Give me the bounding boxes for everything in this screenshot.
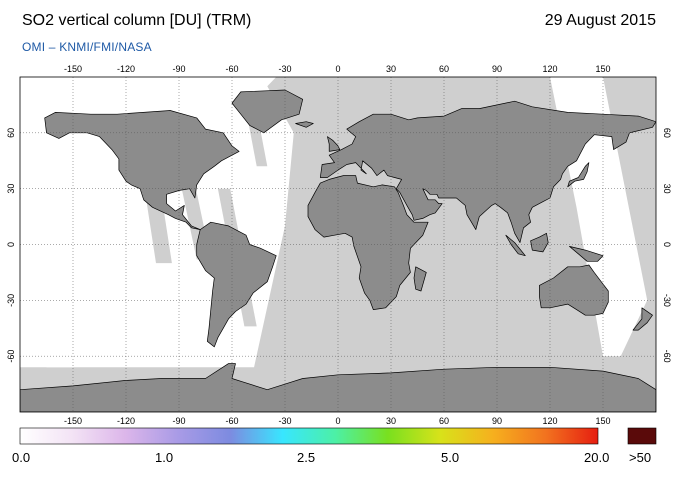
landmass-new-guinea	[569, 246, 604, 262]
landmass-eurasia	[319, 100, 656, 243]
lon-tick-label-top: -150	[64, 64, 82, 74]
lon-tick-label-bottom: 60	[439, 416, 449, 426]
lon-tick-label-bottom: 30	[386, 416, 396, 426]
lon-tick-label-bottom: 120	[542, 416, 557, 426]
lon-tick-label-top: 150	[595, 64, 610, 74]
colorbar-label-4: 20.0	[584, 450, 610, 465]
landmass-japan	[567, 162, 590, 188]
graticule	[20, 77, 656, 412]
lat-tick-label-left: 60	[6, 128, 16, 138]
colorbar-label-3: 5.0	[441, 450, 460, 465]
map-frame	[19, 76, 657, 413]
data-source: OMI – KNMI/FMI/NASA	[22, 40, 152, 54]
lon-tick-label-top: -60	[225, 64, 238, 74]
landmass-borneo	[530, 232, 549, 253]
lon-tick-label-bottom: 150	[595, 416, 610, 426]
lon-tick-label-bottom: 0	[335, 416, 340, 426]
lat-tick-label-left: 0	[6, 242, 16, 247]
colorbar-overflow-label: >50	[629, 450, 652, 465]
lon-tick-label-bottom: 90	[492, 416, 502, 426]
lon-tick-label-top: -120	[117, 64, 135, 74]
lon-tick-label-bottom: -150	[64, 416, 82, 426]
lat-tick-label-right: 60	[662, 128, 672, 138]
landmass-australia	[539, 264, 609, 316]
map-date: 29 August 2015	[544, 12, 656, 29]
lon-tick-label-top: 90	[492, 64, 502, 74]
map-title: SO2 vertical column [DU] (TRM)	[22, 12, 252, 29]
lat-tick-label-right: -30	[662, 294, 672, 307]
lat-tick-label-left: -30	[6, 294, 16, 307]
landmass-sumatra	[505, 234, 526, 257]
lon-tick-label-bottom: -120	[117, 416, 135, 426]
observed-swath	[20, 77, 73, 368]
colorbar-label-1: 1.0	[155, 450, 174, 465]
lon-tick-label-top: 30	[386, 64, 396, 74]
lon-tick-label-top: -90	[172, 64, 185, 74]
colorbar-label-0: 0.0	[12, 450, 31, 465]
lon-tick-label-top: -30	[278, 64, 291, 74]
colorbar-overflow-swatch	[627, 427, 657, 445]
lon-tick-label-bottom: -30	[278, 416, 291, 426]
lon-tick-label-bottom: -90	[172, 416, 185, 426]
landmass-great-britain	[327, 136, 341, 152]
lon-tick-label-top: 60	[439, 64, 449, 74]
lat-tick-label-right: -60	[662, 350, 672, 363]
lat-tick-label-right: 0	[662, 242, 672, 247]
landmass-new-zealand	[632, 307, 653, 331]
axis-ticks: -150 -150 -120 -120 -90 -90 -60 -60 -30 -30 0 0 30 30…	[6, 64, 672, 426]
lon-tick-label-bottom: -60	[225, 416, 238, 426]
landmass-greenland	[231, 89, 304, 134]
lon-tick-label-top: 120	[542, 64, 557, 74]
colorbar	[19, 427, 599, 445]
lat-tick-label-left: 30	[6, 184, 16, 194]
colorbar-label-2: 2.5	[297, 450, 316, 465]
lat-tick-label-right: 30	[662, 184, 672, 194]
lat-tick-label-left: -60	[6, 350, 16, 363]
landmass-north-america	[44, 110, 240, 230]
landmass-south-america	[196, 221, 277, 348]
lon-tick-label-top: 0	[335, 64, 340, 74]
landmass-iceland	[295, 121, 314, 128]
landmass-madagascar	[413, 266, 427, 292]
